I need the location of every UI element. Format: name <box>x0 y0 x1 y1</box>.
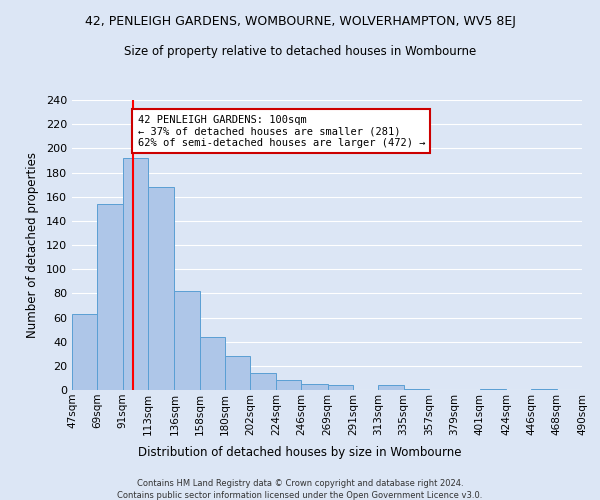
Text: Distribution of detached houses by size in Wombourne: Distribution of detached houses by size … <box>138 446 462 459</box>
Bar <box>532 389 557 390</box>
Bar <box>250 373 276 390</box>
Y-axis label: Number of detached properties: Number of detached properties <box>26 152 39 338</box>
Bar <box>148 187 175 390</box>
Bar <box>276 380 301 390</box>
Bar <box>582 389 600 390</box>
Bar <box>72 314 97 390</box>
Bar <box>378 385 404 390</box>
Text: 42, PENLEIGH GARDENS, WOMBOURNE, WOLVERHAMPTON, WV5 8EJ: 42, PENLEIGH GARDENS, WOMBOURNE, WOLVERH… <box>85 15 515 28</box>
Bar <box>200 337 225 390</box>
Bar <box>301 384 328 390</box>
Bar <box>122 158 148 390</box>
Bar <box>97 204 122 390</box>
Bar <box>479 389 506 390</box>
Bar <box>404 389 429 390</box>
Bar <box>328 385 353 390</box>
Text: 42 PENLEIGH GARDENS: 100sqm
← 37% of detached houses are smaller (281)
62% of se: 42 PENLEIGH GARDENS: 100sqm ← 37% of det… <box>137 114 425 148</box>
Text: Contains public sector information licensed under the Open Government Licence v3: Contains public sector information licen… <box>118 490 482 500</box>
Bar <box>175 291 200 390</box>
Bar <box>225 356 250 390</box>
Text: Size of property relative to detached houses in Wombourne: Size of property relative to detached ho… <box>124 45 476 58</box>
Text: Contains HM Land Registry data © Crown copyright and database right 2024.: Contains HM Land Registry data © Crown c… <box>137 480 463 488</box>
